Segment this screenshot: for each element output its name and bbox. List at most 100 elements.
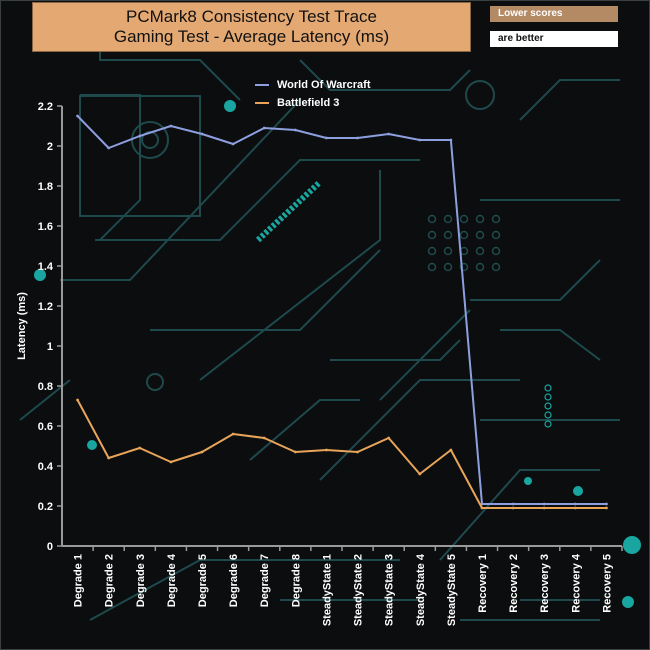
legend-label-wow: World Of Warcraft (277, 79, 371, 91)
circuit-trace (150, 250, 380, 330)
circuit-dot (224, 100, 236, 112)
data-point-world-of-warcraft (107, 147, 110, 150)
circuit-trace (80, 95, 140, 240)
circuit-trace (500, 330, 600, 360)
are-better-note: are better (490, 31, 618, 47)
data-point-battlefield-3 (481, 507, 484, 510)
data-point-battlefield-3 (512, 507, 515, 510)
circuit-trace (470, 260, 600, 300)
x-tick-label: SteadyState 5 (446, 554, 458, 626)
circuit-trace (330, 340, 460, 360)
data-point-battlefield-3 (325, 449, 328, 452)
circuit-grid-dot (445, 248, 452, 255)
data-point-world-of-warcraft (232, 143, 235, 146)
circuit-column-dot (545, 394, 551, 400)
circuit-dot (524, 477, 532, 485)
legend-swatch-wow (255, 84, 269, 86)
data-point-battlefield-3 (232, 433, 235, 436)
data-point-battlefield-3 (418, 473, 421, 476)
circuit-grid-dot (493, 232, 500, 239)
circuit-trace (520, 80, 620, 120)
data-point-world-of-warcraft (387, 133, 390, 136)
data-point-battlefield-3 (263, 437, 266, 440)
circuit-grid-dot (477, 248, 484, 255)
x-tick-label: Recovery 4 (570, 553, 582, 613)
data-point-world-of-warcraft (605, 503, 608, 506)
x-tick-label: Degrade 6 (228, 554, 240, 607)
lower-scores-note: Lower scores (490, 6, 618, 22)
data-point-battlefield-3 (387, 437, 390, 440)
x-tick-label: Degrade 1 (73, 554, 85, 607)
circuit-background (20, 30, 641, 620)
x-tick-label: Degrade 2 (104, 554, 116, 607)
data-point-battlefield-3 (138, 447, 141, 450)
data-point-world-of-warcraft (169, 125, 172, 128)
data-point-world-of-warcraft (263, 127, 266, 130)
x-tick-label: Degrade 3 (135, 554, 147, 607)
x-tick-label: Degrade 7 (259, 554, 271, 607)
data-point-battlefield-3 (76, 399, 79, 402)
circuit-grid-dot (429, 232, 436, 239)
circuit-bar (258, 182, 320, 240)
y-axis-label: Latency (ms) (16, 292, 28, 360)
circuit-column-dot (545, 385, 551, 391)
data-point-world-of-warcraft (76, 115, 79, 118)
y-tick-label: 0.2 (38, 501, 53, 513)
circuit-ring (147, 374, 163, 390)
data-point-world-of-warcraft (201, 133, 204, 136)
circuit-grid-dot (429, 216, 436, 223)
circuit-trace (320, 380, 520, 480)
y-tick-label: 1.2 (38, 301, 53, 313)
x-tick-label: Recovery 1 (477, 554, 489, 613)
x-tick-label: SteadyState 2 (353, 554, 365, 626)
circuit-grid-dot (445, 264, 452, 271)
y-tick-label: 0.6 (38, 421, 53, 433)
data-point-battlefield-3 (294, 451, 297, 454)
circuit-grid-dot (429, 264, 436, 271)
legend-swatch-bf3 (255, 102, 269, 104)
series-line-battlefield-3 (78, 400, 607, 508)
circuit-grid-dot (477, 264, 484, 271)
legend-item-bf3: Battlefield 3 (255, 94, 371, 112)
circuit-dot (573, 486, 583, 496)
circuit-ring (132, 122, 168, 158)
y-tick-label: 0 (47, 541, 53, 553)
data-point-battlefield-3 (605, 507, 608, 510)
y-tick-label: 1 (47, 341, 53, 353)
x-tick-label: Recovery 2 (508, 554, 520, 613)
y-tick-label: 0.4 (38, 461, 54, 473)
legend-label-bf3: Battlefield 3 (277, 97, 339, 109)
circuit-dot (87, 440, 97, 450)
y-tick-label: 2 (47, 141, 53, 153)
data-point-battlefield-3 (169, 461, 172, 464)
chart-title-box: PCMark8 Consistency Test Trace Gaming Te… (32, 2, 471, 52)
circuit-grid-dot (461, 216, 468, 223)
circuit-dot (622, 596, 634, 608)
data-point-world-of-warcraft (574, 503, 577, 506)
data-point-battlefield-3 (356, 451, 359, 454)
y-tick-labels: 00.20.40.60.811.21.41.61.822.2 (38, 101, 54, 553)
circuit-grid-dot (477, 232, 484, 239)
chart-axes (57, 106, 622, 551)
x-tick-label: Degrade 8 (290, 554, 302, 607)
x-tick-label: SteadyState 1 (321, 554, 333, 626)
circuit-grid-dot (445, 216, 452, 223)
circuit-ring (466, 81, 494, 109)
y-tick-label: 1.6 (38, 221, 53, 233)
circuit-grid-dot (445, 232, 452, 239)
data-point-battlefield-3 (107, 457, 110, 460)
circuit-column-dot (545, 412, 551, 418)
circuit-grid-dot (493, 264, 500, 271)
circuit-grid-dot (429, 248, 436, 255)
chart-title-line-2: Gaming Test - Average Latency (ms) (33, 27, 470, 47)
data-point-battlefield-3 (201, 451, 204, 454)
data-point-world-of-warcraft (138, 135, 141, 138)
x-tick-labels: Degrade 1Degrade 2Degrade 3Degrade 4Degr… (73, 553, 614, 626)
data-point-world-of-warcraft (325, 137, 328, 140)
chart-title-line-1: PCMark8 Consistency Test Trace (33, 7, 470, 27)
y-tick-label: 1.8 (38, 181, 53, 193)
circuit-grid-dot (477, 216, 484, 223)
data-point-world-of-warcraft (294, 129, 297, 132)
circuit-grid-dot (493, 216, 500, 223)
series-layer (76, 115, 608, 510)
